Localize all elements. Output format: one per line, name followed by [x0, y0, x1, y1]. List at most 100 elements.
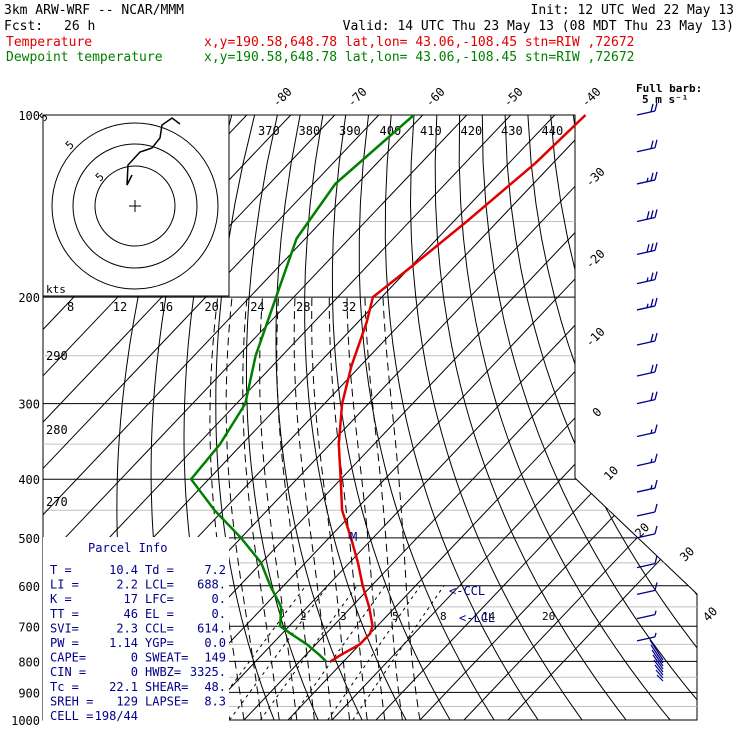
sfc-wind-barb	[649, 639, 664, 661]
isotherm-label--80: -80	[270, 85, 295, 110]
mixing-ratio-5	[259, 585, 358, 720]
svg-text:3325.: 3325.	[190, 665, 226, 679]
pressure-label-800: 800	[18, 655, 40, 669]
svg-text:LAPSE=: LAPSE=	[145, 694, 188, 708]
wind-barb	[636, 242, 658, 256]
parcel-row: LI = 2.2 LCL= 688.	[50, 578, 226, 592]
legend-temperature-info: x,y=190.58,648.78 lat,lon= 43.06,-108.45…	[204, 35, 634, 50]
sfc-wind-barb	[655, 669, 664, 679]
dry-adiabat-340	[384, 115, 539, 720]
svg-text:HWBZ=: HWBZ=	[145, 665, 181, 679]
parcel-info-panel: Parcel Info T = 10.4 Td = 7.2 LI = 2.2 LCL= 688…	[43, 537, 229, 732]
moist-adiabat-40	[382, 297, 421, 720]
mixing-label-3: 3	[340, 610, 347, 623]
svg-text:PW =: PW =	[50, 636, 79, 650]
init-time: Init: 12 UTC Wed 22 May 13	[531, 3, 735, 18]
dry-adiabat-460	[664, 115, 697, 720]
svg-text:149: 149	[204, 651, 226, 665]
svg-text:0.: 0.	[212, 607, 226, 621]
theta-left-label-270: 270	[46, 495, 68, 509]
isotherm-label--20: -20	[583, 247, 608, 272]
theta-left-label-280: 280	[46, 423, 68, 437]
svg-text:LFC=: LFC=	[145, 592, 174, 606]
wind-barb	[636, 424, 658, 438]
svg-text:SREH =: SREH =	[50, 694, 93, 708]
svg-text:2.2: 2.2	[116, 578, 138, 592]
moist-adiabat-28	[328, 297, 368, 720]
isotherm-label-10: 10	[601, 463, 621, 483]
mixing-ratio-8	[289, 585, 386, 720]
isotherm-50	[463, 115, 697, 720]
wind-barb	[636, 632, 657, 642]
model-title: 3km ARW-WRF -- NCAR/MMM	[4, 3, 184, 18]
wind-barb	[636, 582, 658, 596]
svg-text:688.: 688.	[197, 578, 226, 592]
temperature-line	[329, 114, 587, 663]
parcel-row: Tc = 22.1 SHEAR= 48.	[50, 680, 226, 694]
svg-text:7.2: 7.2	[204, 563, 226, 577]
dry-adiabat-370	[458, 115, 671, 720]
ccl-marker: <-CCL	[449, 584, 485, 598]
hodo-speed-label-32: 32	[342, 300, 356, 314]
svg-text:CELL =: CELL =	[50, 709, 93, 723]
theta-label-370: 370	[258, 124, 280, 138]
wind-barb	[636, 610, 657, 620]
svg-text:K =: K =	[50, 592, 72, 606]
isotherm-30	[375, 115, 697, 720]
mixing-label-5: 5	[392, 610, 399, 623]
parcel-info-title: Parcel Info	[88, 541, 167, 555]
isotherm-label--60: -60	[423, 85, 448, 110]
pressure-label-600: 600	[18, 580, 40, 594]
mixing-ratio-20	[352, 585, 445, 720]
svg-text:TT =: TT =	[50, 607, 79, 621]
parcel-row: SVI= 2.3 CCL= 614.	[50, 621, 226, 635]
isotherm--80	[43, 115, 468, 720]
dry-adiabat-320	[331, 115, 451, 720]
theta-label-410: 410	[420, 124, 442, 138]
dry-adiabat-360	[434, 115, 627, 720]
parcel-row: T = 10.4 Td = 7.2	[50, 563, 226, 577]
mixing-label-2: 2	[300, 610, 307, 623]
svg-text:1.14: 1.14	[109, 636, 138, 650]
svg-text:SVI=: SVI=	[50, 621, 79, 635]
svg-text:LCL=: LCL=	[145, 578, 174, 592]
pressure-label-700: 700	[18, 620, 40, 634]
sfc-wind-barb	[654, 664, 664, 676]
svg-text:CIN =: CIN =	[50, 665, 86, 679]
moist-adiabat-36	[364, 297, 403, 720]
isotherm--10	[199, 115, 697, 720]
svg-text:0.: 0.	[212, 592, 226, 606]
wind-barb	[636, 271, 658, 285]
legend-dewpoint: Dewpoint temperature	[6, 50, 163, 65]
dry-adiabat-380	[481, 115, 697, 720]
moist-adiabat-20	[293, 297, 333, 720]
parcel-row: CAPE= 0 SWEAT= 149	[50, 651, 226, 665]
moist-adiabat-16	[276, 297, 315, 720]
moist-adiabat-24	[311, 297, 351, 720]
sfc-wind-barb	[656, 674, 664, 682]
pressure-label-1000: 1000	[11, 714, 40, 728]
moist-adiabat-12	[259, 297, 298, 720]
wind-barb	[636, 503, 658, 517]
theta-label-390: 390	[339, 124, 361, 138]
lcl-marker: <-LCL	[459, 611, 495, 625]
wind-barb	[636, 171, 658, 185]
legend-dewpoint-info: x,y=190.58,648.78 lat,lon= 43.06,-108.45…	[204, 50, 634, 65]
hodograph-trace	[126, 117, 181, 186]
wind-barb	[636, 363, 658, 377]
wind-barb	[636, 332, 658, 346]
hodo-speed-label-20: 20	[204, 300, 218, 314]
svg-text:LI =: LI =	[50, 578, 79, 592]
wind-barb	[636, 209, 658, 223]
svg-text:129: 129	[116, 694, 138, 708]
dry-adiabat-450	[641, 115, 697, 720]
hodo-speed-label-28: 28	[296, 300, 310, 314]
parcel-row: SREH = 129 LAPSE= 8.3	[50, 694, 226, 708]
parcel-row: K = 17 LFC= 0.	[50, 592, 226, 606]
svg-text:0: 0	[131, 665, 138, 679]
wind-barb	[636, 391, 658, 405]
isotherm-label--70: -70	[345, 85, 370, 110]
isotherm-label--30: -30	[583, 165, 608, 190]
isotherm-label--50: -50	[501, 85, 526, 110]
theta-label-380: 380	[299, 124, 321, 138]
